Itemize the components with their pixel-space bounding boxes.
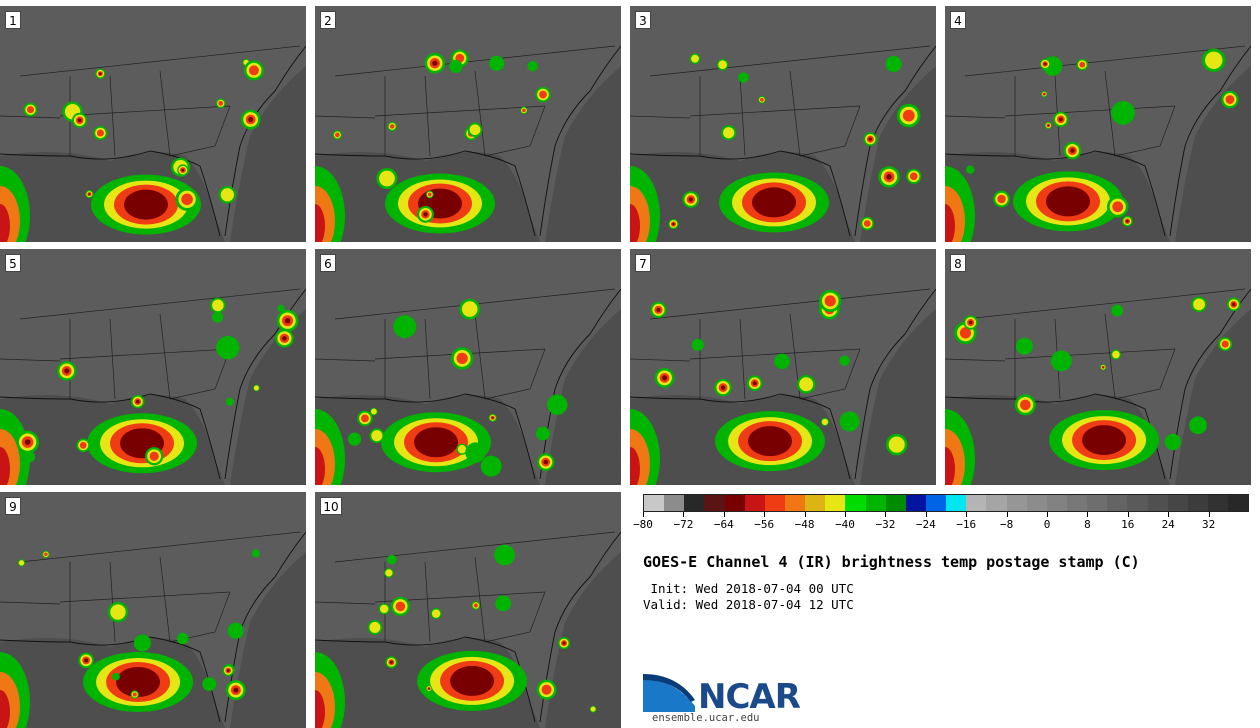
panel-number: 2 xyxy=(320,11,336,29)
panel-number: 4 xyxy=(950,11,966,29)
satellite-map xyxy=(0,492,306,728)
satellite-map xyxy=(315,492,621,728)
panel-number: 8 xyxy=(950,254,966,272)
colorbar-segment xyxy=(684,495,705,511)
satellite-map xyxy=(945,249,1251,485)
colorbar-tick xyxy=(966,512,968,517)
colorbar-segment xyxy=(704,495,725,511)
logo-url: ensemble.ucar.edu xyxy=(652,712,760,724)
colorbar-segment xyxy=(1107,495,1128,511)
colorbar-tick xyxy=(723,512,725,517)
panel-10: 10 xyxy=(315,492,621,728)
colorbar-segment xyxy=(925,495,947,511)
colorbar-segment xyxy=(986,495,1007,511)
colorbar-tick xyxy=(925,512,927,517)
panel-7: 7 xyxy=(630,249,936,485)
satellite-map xyxy=(0,249,306,485)
colorbar-segment xyxy=(825,495,846,511)
panel-number: 6 xyxy=(320,254,336,272)
colorbar-tick-label: −24 xyxy=(915,518,936,531)
colorbar-tick-label: −8 xyxy=(999,518,1014,531)
colorbar-ticks: −80 −72 −64 −56 −48 −40 −32 −24 −16 −8 0 8 16 24 32 xyxy=(633,512,1249,536)
satellite-map xyxy=(0,6,306,242)
colorbar-tick-label: 8 xyxy=(1084,518,1091,531)
colorbar-tick-label: −32 xyxy=(875,518,896,531)
panel-number: 1 xyxy=(5,11,21,29)
logo-text: NCAR xyxy=(698,677,801,717)
colorbar-segment xyxy=(1228,495,1249,511)
colorbar-segment xyxy=(724,495,745,511)
colorbar-tick xyxy=(1127,512,1129,517)
page-title: GOES-E Channel 4 (IR) brightness temp po… xyxy=(643,553,1140,571)
satellite-map xyxy=(630,249,936,485)
satellite-map xyxy=(315,6,621,242)
panel-4: 4 xyxy=(945,6,1251,242)
colorbar-tick xyxy=(643,512,644,517)
satellite-map xyxy=(630,6,936,242)
colorbar-tick-label: 24 xyxy=(1161,518,1175,531)
colorbar-tick-label: 0 xyxy=(1043,518,1051,531)
panel-number: 3 xyxy=(635,11,651,29)
colorbar-tick-label: −40 xyxy=(835,518,855,531)
colorbar xyxy=(643,494,1249,512)
colorbar-segment xyxy=(1187,495,1208,511)
colorbar-segment xyxy=(1127,495,1148,511)
init-time: Init: Wed 2018-07-04 00 UTC xyxy=(643,581,854,596)
colorbar-tick-label: −72 xyxy=(673,518,694,531)
colorbar-tick xyxy=(1208,512,1210,517)
colorbar-segment xyxy=(1167,495,1188,511)
valid-time: Valid: Wed 2018-07-04 12 UTC xyxy=(643,597,854,612)
colorbar-segment xyxy=(885,495,906,511)
colorbar-segment xyxy=(865,495,886,511)
colorbar-segment xyxy=(1066,495,1088,511)
ncar-logo-icon xyxy=(643,674,695,712)
panel-3: 3 xyxy=(630,6,936,242)
panel-9: 9 xyxy=(0,492,306,728)
colorbar-tick-label: 16 xyxy=(1121,518,1135,531)
colorbar-tick xyxy=(885,512,887,517)
colorbar-tick xyxy=(1087,512,1089,517)
colorbar-segment xyxy=(845,495,866,511)
colorbar-tick-label: −80 xyxy=(633,518,653,531)
panel-number: 10 xyxy=(320,497,342,515)
colorbar-segment xyxy=(946,495,967,511)
colorbar-tick xyxy=(845,512,846,517)
colorbar-tick-label: 32 xyxy=(1201,518,1216,531)
panel-number: 7 xyxy=(635,254,651,272)
colorbar-tick-label: −56 xyxy=(754,518,775,531)
panel-6: 6 xyxy=(315,249,621,485)
panel-2: 2 xyxy=(315,6,621,242)
colorbar-segment xyxy=(805,495,826,511)
colorbar-segment xyxy=(905,495,926,511)
colorbar-tick-label: −16 xyxy=(956,518,977,531)
colorbar-tick xyxy=(1047,512,1048,517)
colorbar-segment xyxy=(744,495,765,511)
colorbar-tick xyxy=(1168,512,1170,517)
colorbar-tick xyxy=(1006,512,1008,517)
colorbar-tick xyxy=(804,512,806,517)
colorbar-segment xyxy=(784,495,806,511)
colorbar-segment xyxy=(1006,495,1027,511)
panel-number: 5 xyxy=(5,254,21,272)
colorbar-segment xyxy=(1026,495,1047,511)
colorbar-segment xyxy=(664,495,685,511)
colorbar-segment xyxy=(966,495,987,511)
colorbar-segment xyxy=(1046,495,1067,511)
panel-8: 8 xyxy=(945,249,1251,485)
satellite-map xyxy=(945,6,1251,242)
colorbar-segment xyxy=(1147,495,1168,511)
panel-5: 5 xyxy=(0,249,306,485)
panel-number: 9 xyxy=(5,497,21,515)
colorbar-tick xyxy=(764,512,766,517)
colorbar-tick-label: −48 xyxy=(794,518,815,531)
colorbar-segment xyxy=(1207,495,1229,511)
colorbar-segment xyxy=(644,495,665,511)
satellite-map xyxy=(315,249,621,485)
colorbar-segment xyxy=(764,495,785,511)
colorbar-tick-label: −64 xyxy=(713,518,734,531)
colorbar-tick xyxy=(683,512,685,517)
colorbar-segment xyxy=(1087,495,1108,511)
panel-1: 1 xyxy=(0,6,306,242)
